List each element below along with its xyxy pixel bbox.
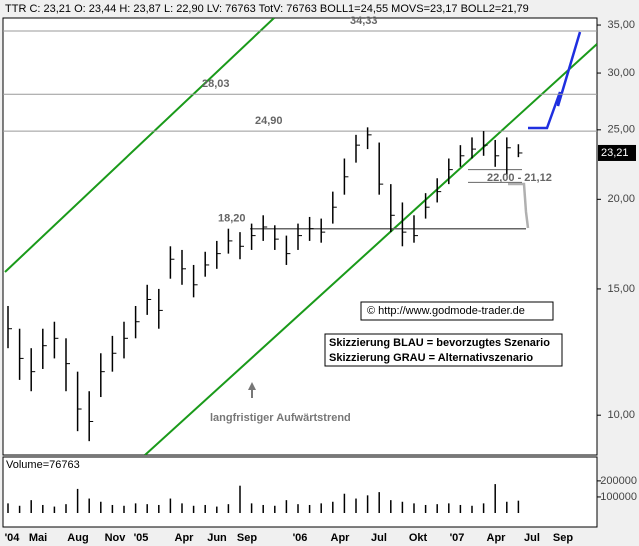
y-tick-label: 15,00 <box>607 283 635 295</box>
y-tick-label: 30,00 <box>607 67 635 79</box>
volume-panel <box>2 456 598 528</box>
y-tick-label: 10,00 <box>607 409 635 421</box>
note-gray: Skizzierung GRAU = Alternativszenario <box>329 352 533 364</box>
x-tick-label: Jul <box>524 532 540 544</box>
price-panel <box>2 17 598 456</box>
chart-title: TTR C: 23,21 O: 23,44 H: 23,87 L: 22,90 … <box>5 3 529 15</box>
copyright: © http://www.godmode-trader.de <box>367 305 525 317</box>
gray-scenario <box>508 182 530 229</box>
x-tick-label: '04 <box>5 532 21 544</box>
last-price-box <box>598 144 636 161</box>
x-tick-label: Sep <box>237 532 257 544</box>
x-tick-label: Nov <box>105 532 127 544</box>
x-tick-label: Jul <box>371 532 387 544</box>
arrow-head <box>248 382 256 390</box>
x-tick-label: Jun <box>207 532 227 544</box>
x-tick-label: Apr <box>175 532 195 544</box>
x-tick-label: Aug <box>67 532 88 544</box>
level-label: 28,03 <box>202 78 230 90</box>
copyright-box <box>360 301 554 321</box>
x-tick-label: '06 <box>293 532 308 544</box>
x-tick-label: Apr <box>331 532 351 544</box>
x-tick-label: '05 <box>134 532 149 544</box>
last-price-label: 23,21 <box>601 147 629 159</box>
volume-label: Volume=76763 <box>6 459 80 471</box>
legend-box <box>324 333 563 367</box>
trend-note: langfristiger Aufwärtstrend <box>210 412 351 424</box>
note-blue: Skizzierung BLAU = bevorzugtes Szenario <box>329 337 550 349</box>
level-label: 18,20 <box>218 213 246 225</box>
level-label: 24,90 <box>255 115 283 127</box>
short-level-label: 22,00 - 21,12 <box>487 172 552 184</box>
trend-line <box>4 18 275 273</box>
x-tick-label: Okt <box>409 532 428 544</box>
blue-scenario <box>528 31 582 130</box>
x-tick-label: Sep <box>553 532 573 544</box>
level-label: 34,33 <box>350 15 378 27</box>
x-tick-label: '07 <box>450 532 465 544</box>
y-tick-label: 20,00 <box>607 193 635 205</box>
volume-tick-label: 200000 <box>600 475 637 487</box>
x-tick-label: Mai <box>29 532 47 544</box>
x-tick-label: Apr <box>487 532 507 544</box>
trend-line <box>144 43 597 455</box>
volume-tick-label: 100000 <box>600 491 637 503</box>
price-layer <box>3 18 597 455</box>
y-tick-label: 25,00 <box>607 124 635 136</box>
y-tick-label: 35,00 <box>607 19 635 31</box>
